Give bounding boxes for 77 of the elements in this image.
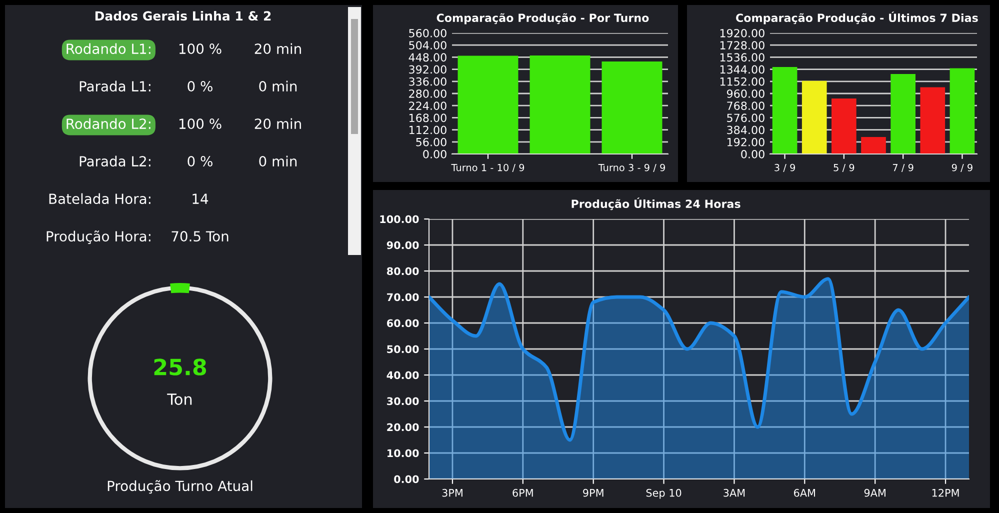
x-tick-label: 7 / 9 <box>892 164 914 172</box>
x-tick-label: 9 / 9 <box>952 164 972 172</box>
y-tick-label: 56.00 <box>416 138 446 146</box>
text: Ton <box>167 394 192 405</box>
x-tick-label: 3PM <box>442 488 462 497</box>
text: Produção Turno Atual <box>108 480 252 494</box>
y-tick-label: 112.00 <box>409 126 446 134</box>
y-tick-label: 1536.00 <box>720 53 764 62</box>
x-tick-label: 12PM <box>932 488 959 497</box>
x-tick-label: Turno 3 - 9 / 9 <box>598 164 665 172</box>
y-tick-label: 90.00 <box>386 241 419 250</box>
y-tick-label: 0.00 <box>423 150 446 158</box>
text: Rodando L1: <box>66 43 150 54</box>
text: Batelada Hora: <box>49 193 150 204</box>
y-tick-label: 40.00 <box>386 371 419 380</box>
x-tick-label: Turno 1 - 10 / 9 <box>451 164 524 172</box>
text: Rodando L2: <box>66 118 150 130</box>
text: 0 min <box>259 80 297 92</box>
y-tick-label: 80.00 <box>386 267 419 276</box>
text: 70.5 Ton <box>172 231 228 242</box>
bar <box>920 87 946 154</box>
y-tick-label: 1728.00 <box>720 41 764 50</box>
y-tick-label: 224.00 <box>409 102 446 110</box>
y-tick-label: 576.00 <box>727 114 764 122</box>
y-tick-label: 0.00 <box>741 150 764 158</box>
y-tick-label: 1920.00 <box>720 28 764 38</box>
x-tick-label: 5 / 9 <box>834 164 854 172</box>
x-tick-label: 9PM <box>583 488 604 497</box>
y-tick-label: 384.00 <box>727 126 764 134</box>
y-tick-label: 20.00 <box>387 423 419 432</box>
chart-title: Comparação Produção - Últimos 7 Dias <box>736 12 978 24</box>
y-tick-label: 448.00 <box>408 53 446 62</box>
text: Parada L2: <box>80 156 150 167</box>
text: Parada L1: <box>80 80 150 92</box>
y-tick-label: 768.00 <box>727 102 764 110</box>
y-tick-label: 50.00 <box>387 345 419 354</box>
y-tick-label: 30.00 <box>387 397 419 406</box>
text: 100 % <box>179 44 222 54</box>
y-tick-label: 1152.00 <box>720 77 764 86</box>
bar <box>802 80 827 154</box>
y-tick-label: 168.00 <box>409 114 446 122</box>
y-tick-label: 192.00 <box>727 138 764 146</box>
text: 14 <box>192 194 208 204</box>
y-tick-label: 60.00 <box>386 319 419 328</box>
bar <box>950 68 975 154</box>
text: 25.8 <box>154 358 206 376</box>
text: 0 min <box>259 156 297 167</box>
y-tick-label: 960.00 <box>726 89 764 98</box>
y-tick-label: 10.00 <box>388 449 419 458</box>
x-tick-label: 9AM <box>864 488 886 497</box>
y-tick-label: 70.00 <box>387 293 419 302</box>
y-tick-label: 1344.00 <box>720 65 764 74</box>
text: Dados Gerais Linha 1 & 2 <box>95 10 271 21</box>
x-tick-label: Sep 10 <box>646 488 682 499</box>
x-tick-label: 3 / 9 <box>774 164 796 172</box>
y-tick-label: 280.00 <box>409 89 446 98</box>
y-tick-label: 0.00 <box>394 475 419 484</box>
x-tick-label: 6AM <box>794 488 816 497</box>
bar <box>861 136 886 154</box>
x-tick-label: 6PM <box>512 488 533 497</box>
text: 20 min <box>254 43 301 54</box>
chart-title: Produção Últimas 24 Horas <box>572 198 740 210</box>
y-tick-label: 504.00 <box>409 41 446 50</box>
text: Produção Hora: <box>46 230 150 244</box>
text: 0 % <box>188 156 212 167</box>
bar <box>772 67 798 154</box>
y-tick-label: 392.00 <box>409 65 446 74</box>
y-tick-label: 560.00 <box>409 28 446 38</box>
chart-title: Comparação Produção - Por Turno <box>436 13 649 24</box>
text: 20 min <box>254 118 301 130</box>
x-tick-label: 3AM <box>724 488 745 497</box>
text: 100 % <box>179 118 222 130</box>
text: 0 % <box>188 81 212 92</box>
y-tick-label: 100.00 <box>380 215 419 224</box>
y-tick-label: 336.00 <box>409 77 446 86</box>
bar <box>832 98 856 154</box>
bar <box>890 74 916 154</box>
